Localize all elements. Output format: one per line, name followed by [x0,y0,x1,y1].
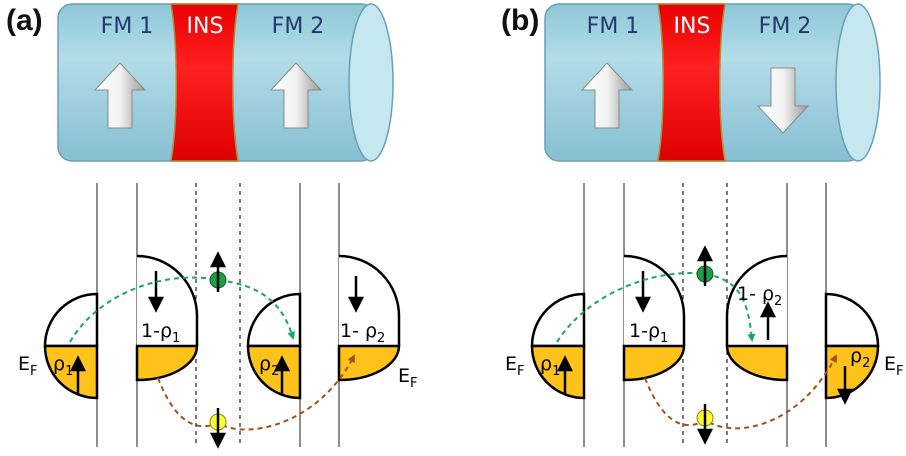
panel-b-label: (b) [501,4,539,37]
panel-a-barrier-lines [195,183,241,447]
panel-b-ins-label: INS [674,14,711,39]
panel-b-fm2-arrow-down-icon [756,67,810,134]
panel-a-insulator-layer [170,3,239,162]
panel-a-rho1-label: ρ1 [53,353,73,379]
panel-b-electron-down-arrow-icon [696,404,714,445]
panel-b: (b) FM 1 INS FM 2 [501,3,904,447]
panel-b-electron-up-arrow-icon [696,245,714,286]
panel-a-fermi-right-label: EF [398,365,418,391]
panel-b-1-rho1-label: 1-ρ1 [629,320,668,346]
panel-b-spin-arrows [556,271,854,405]
panel-a-fm1-label: FM 1 [101,14,154,39]
panel-b-spin-up-path [556,272,756,343]
panel-a-rho1-spin-up-icon [69,355,87,394]
panel-b-fm2-label: FM 2 [759,14,812,39]
panel-a-electron-up-arrow-icon [209,251,227,292]
panel-b-tunneling-paths [556,245,837,445]
panel-a-ins-label: INS [187,14,224,39]
panel-b-cylinder-end [835,3,881,162]
panel-a: (a) FM 1 INS FM 2 [6,3,418,449]
panel-b-dos-left-up [530,292,586,400]
panel-a-fermi-left-label: EF [18,353,38,379]
panel-a-1-rho1-label: 1-ρ1 [141,320,180,346]
panel-a-fm1-arrow-up-icon [93,62,147,129]
panel-b-fermi-right-label: EF [884,353,904,379]
panel-b-rho1-label: ρ1 [540,353,560,379]
panel-b-1-rho2-label: 1- ρ2 [737,283,782,309]
panel-b-1-rho1-spin-down-icon [634,271,652,313]
panel-b-junction-cylinder: FM 1 INS FM 2 [544,3,881,162]
panel-a-dos-left-up [43,292,99,400]
panel-b-dos-left-down [622,254,686,382]
panel-b-spin-down-path [644,354,837,430]
panel-a-dos-right-up [246,292,302,400]
panel-a-1-rho2-spin-down-icon [347,276,365,313]
panel-a-label: (a) [6,4,43,37]
panel-b-1-rho2-spin-up-icon [759,301,777,340]
panel-b-fm1-label: FM 1 [587,14,640,39]
panel-a-fm2-arrow-up-icon [269,62,323,129]
panel-a-spin-arrows [69,271,365,394]
panel-b-rho2-spin-down-icon [836,366,854,405]
panel-b-dos-right-up [725,254,789,382]
panel-a-dos-left-down [135,254,199,382]
panel-a-fm2-label: FM 2 [272,14,325,39]
panel-a-junction-cylinder: FM 1 INS FM 2 [57,3,394,162]
panel-a-cylinder-end [348,3,394,162]
panel-b-fermi-left-label: EF [505,353,525,379]
panel-b-fm1-arrow-up-icon [580,62,634,129]
panel-b-rho2-label: ρ2 [850,345,870,371]
panel-a-electrode-lines [96,183,340,447]
panel-a-rho2-spin-up-icon [273,355,291,394]
panel-a-dos-right-down [337,254,401,382]
panel-a-tunneling-paths [69,251,355,449]
panel-b-dos-right-down [824,292,880,400]
panel-a-rho2-label: ρ2 [259,353,279,379]
panel-a-1-rho2-label: 1- ρ2 [340,320,385,346]
panel-a-1-rho1-spin-down-icon [147,271,165,313]
panel-b-insulator-layer [657,3,726,162]
panel-a-electron-down-arrow-icon [209,408,227,449]
panel-b-rho1-spin-up-icon [556,355,574,394]
